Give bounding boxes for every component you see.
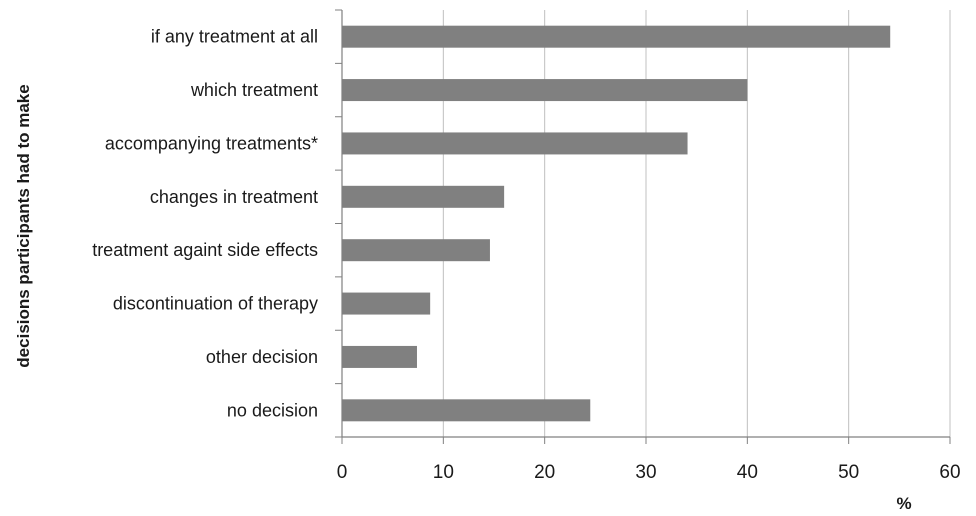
bar bbox=[342, 292, 431, 315]
bar bbox=[342, 25, 891, 48]
bar bbox=[342, 399, 591, 422]
x-axis-title: % bbox=[896, 494, 911, 513]
category-label: accompanying treatments* bbox=[105, 133, 318, 153]
x-tick-label: 10 bbox=[433, 462, 454, 483]
bar bbox=[342, 132, 688, 155]
y-axis-ticks bbox=[335, 9, 342, 438]
x-tick-label: 50 bbox=[838, 462, 859, 483]
x-tick-label: 20 bbox=[534, 462, 555, 483]
y-axis-title: decisions participants had to make bbox=[14, 84, 33, 367]
gridlines bbox=[442, 10, 951, 437]
category-label: other decision bbox=[206, 347, 318, 367]
category-label: which treatment bbox=[190, 80, 318, 100]
bar bbox=[342, 185, 505, 208]
bars bbox=[342, 25, 891, 422]
x-tick-label: 30 bbox=[635, 462, 656, 483]
category-label: changes in treatment bbox=[150, 187, 318, 207]
bar bbox=[342, 345, 417, 368]
category-label: if any treatment at all bbox=[151, 27, 318, 47]
x-tick-label: 0 bbox=[337, 462, 348, 483]
bar bbox=[342, 239, 490, 262]
x-tick-label: 40 bbox=[737, 462, 758, 483]
category-label: no decision bbox=[227, 400, 318, 420]
x-axis-ticks bbox=[341, 437, 951, 444]
category-label: discontinuation of therapy bbox=[113, 294, 318, 314]
x-tick-label: 60 bbox=[939, 462, 960, 483]
category-label: treatment againt side effects bbox=[92, 240, 318, 260]
x-tick-labels: 0 10 20 30 40 50 60 bbox=[337, 462, 961, 483]
bar bbox=[342, 79, 748, 102]
category-labels: if any treatment at all which treatment ac… bbox=[92, 27, 318, 421]
